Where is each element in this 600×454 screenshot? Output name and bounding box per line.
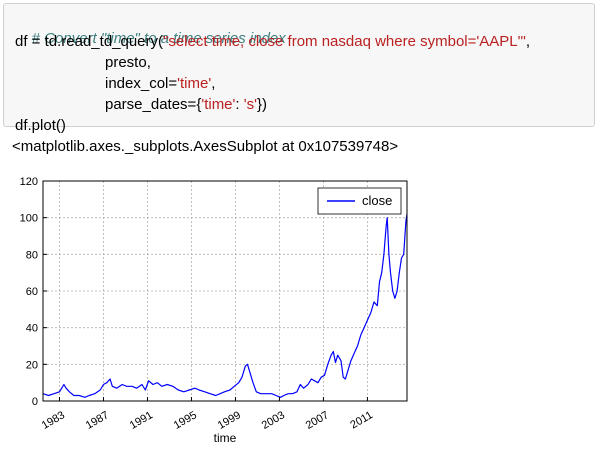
line-chart: 0 20 40 60 80 100 120 1983 1987 1991 1995 1999 2003 2… <box>20 176 408 445</box>
code-text: }) <box>256 96 267 113</box>
x-tick-label: 1999 <box>216 409 243 432</box>
y-tick-label: 0 <box>32 396 38 408</box>
output-repr: <matplotlib.axes._subplots.AxesSubplot a… <box>12 138 399 155</box>
x-tick-label: 2011 <box>348 409 374 431</box>
series-line-close <box>42 213 408 398</box>
code-text: df = td.read_td_query( <box>15 33 164 50</box>
y-tick-label: 100 <box>20 213 38 225</box>
code-text: : <box>235 96 244 113</box>
code-line-comment: # Convert "time" to a time series index <box>15 12 286 66</box>
legend-label-close: close <box>362 193 392 208</box>
x-tick-label: 1995 <box>172 409 199 432</box>
code-comment: # Convert "time" to a time series index <box>31 30 286 47</box>
code-line-5: df.plot() <box>15 117 66 135</box>
code-text: presto, <box>105 54 151 71</box>
x-axis-label: time <box>214 431 237 445</box>
x-tick-label: 2003 <box>260 409 287 432</box>
x-tick-label: 1987 <box>84 409 111 432</box>
code-text: index_col= <box>105 75 178 92</box>
x-tick-label: 1983 <box>40 409 67 432</box>
y-tick-label: 60 <box>26 286 38 298</box>
code-string: 'time' <box>201 96 236 113</box>
x-tick-label: 2007 <box>304 409 331 432</box>
code-text: df.plot() <box>15 117 66 134</box>
code-text: parse_dates={ <box>105 96 202 113</box>
code-line-3: index_col='time', <box>105 75 215 93</box>
series-layer <box>42 213 408 398</box>
x-tick-label: 1991 <box>128 409 155 432</box>
code-line-1: df = td.read_td_query("select time, clos… <box>15 33 530 51</box>
code-text: , <box>211 75 216 92</box>
y-tick-label: 40 <box>26 323 38 335</box>
code-text: , <box>525 33 530 50</box>
y-tick-label: 120 <box>20 176 38 188</box>
code-cell[interactable]: # Convert "time" to a time series index … <box>3 3 595 134</box>
legend: close <box>317 187 402 215</box>
code-string: 'time' <box>177 75 212 92</box>
y-tick-label: 20 <box>26 359 38 371</box>
code-line-4: parse_dates={'time': 's'}) <box>105 96 267 114</box>
code-string: "select time, close from nasdaq where sy… <box>163 33 526 50</box>
code-line-2: presto, <box>105 54 151 72</box>
y-tick-label: 80 <box>26 249 38 261</box>
code-string: 's' <box>243 96 257 113</box>
